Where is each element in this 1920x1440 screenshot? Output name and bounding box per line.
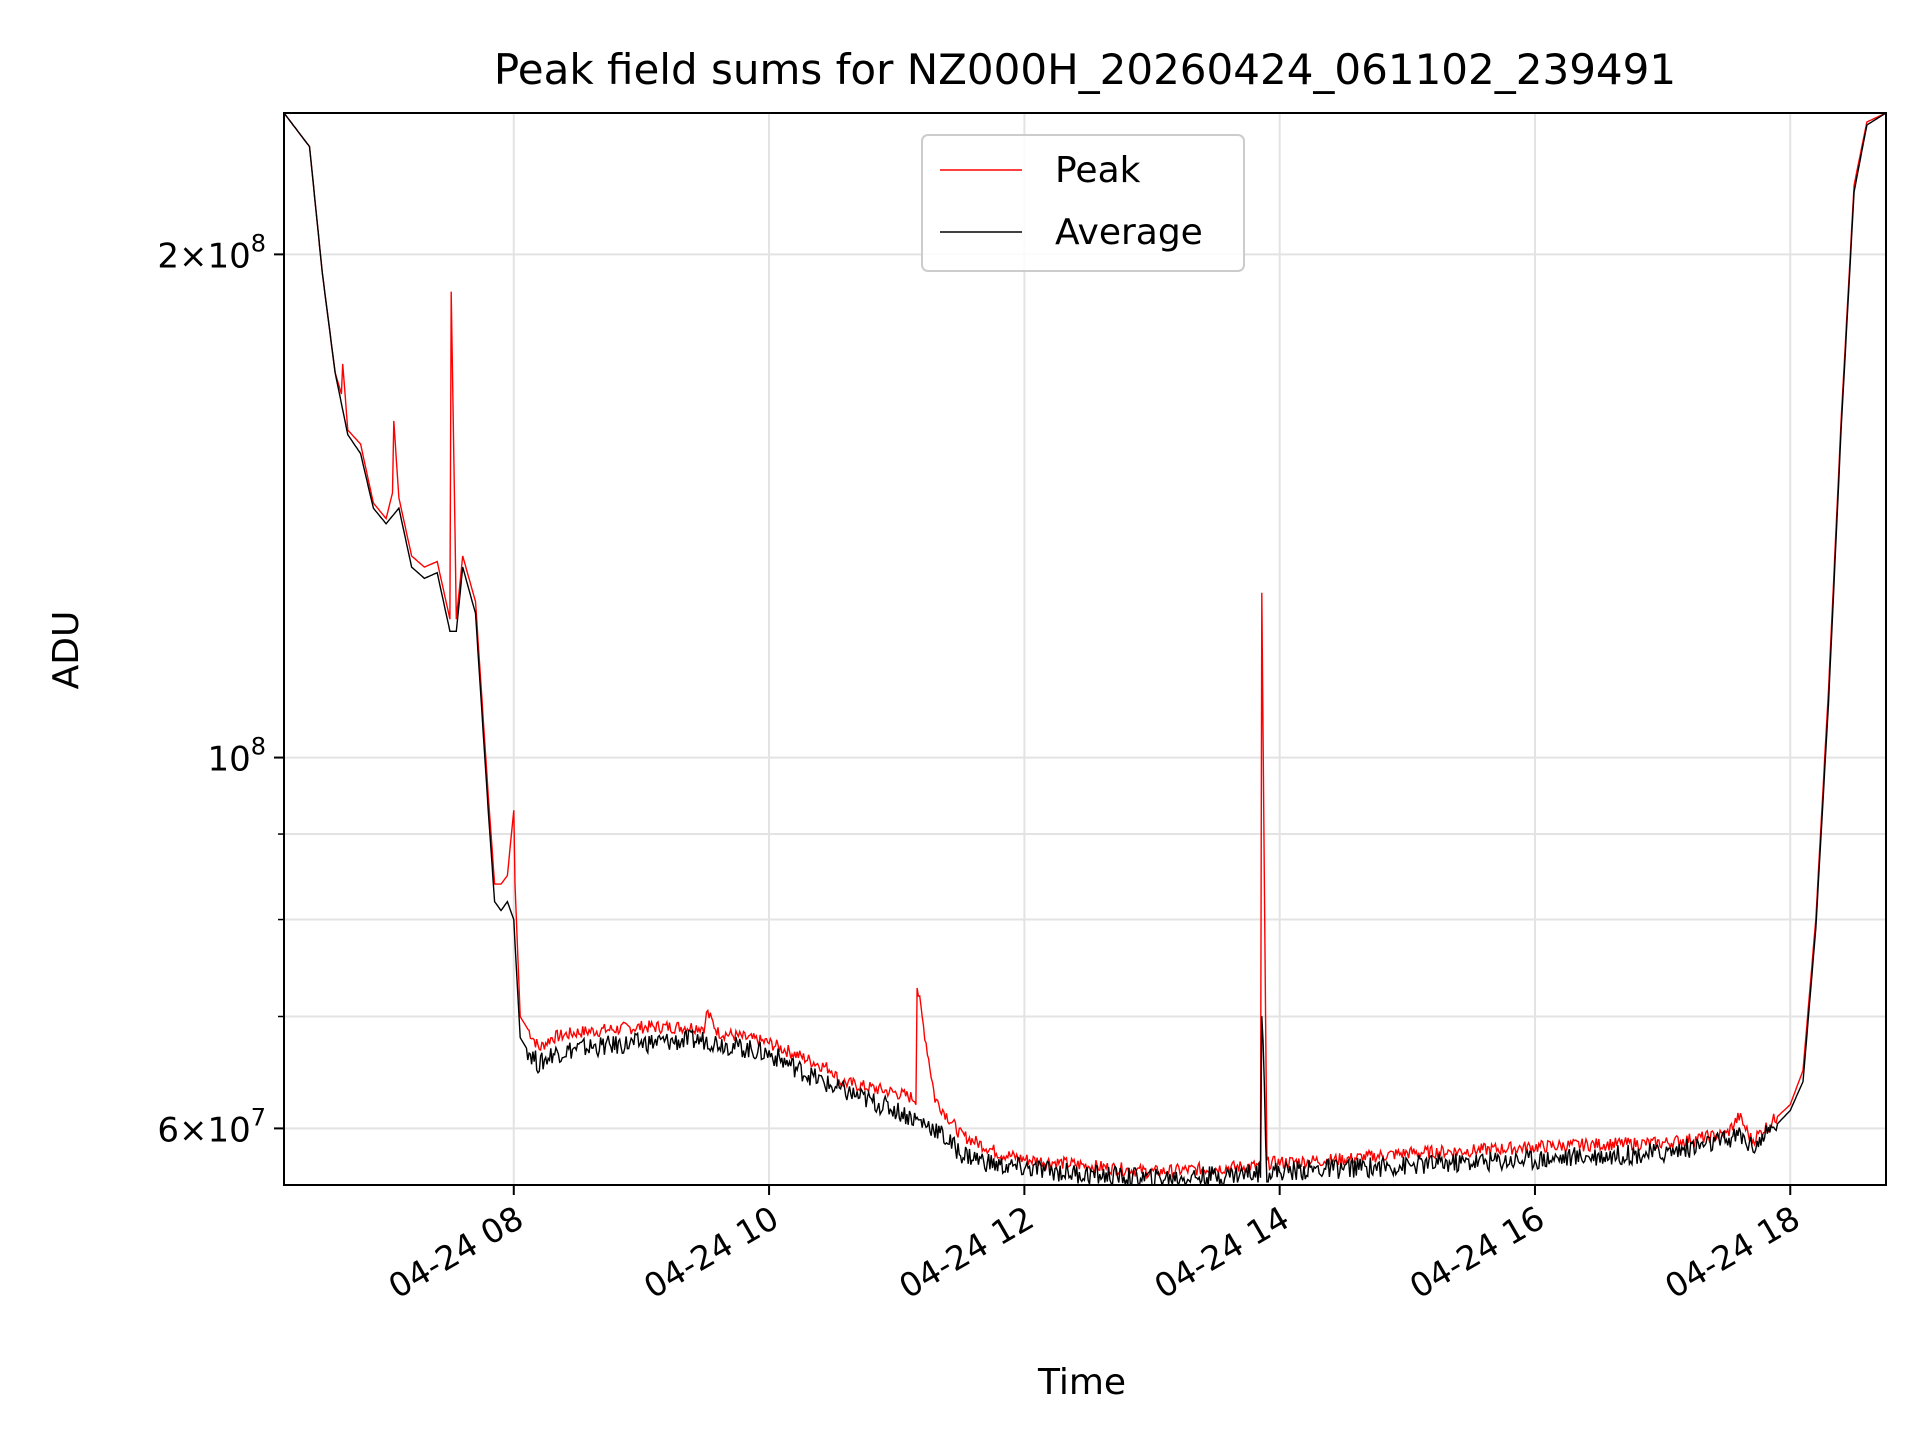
x-axis-label: Time: [1037, 1362, 1126, 1403]
legend-average-label: Average: [1055, 212, 1203, 253]
plot-area: [284, 113, 1886, 1185]
y-tick-label: 108: [207, 733, 266, 780]
y-axis: 6×107 108 2×108: [157, 229, 284, 1150]
y-axis-label: ADU: [46, 611, 87, 690]
plot-frame: [283, 112, 1887, 1186]
legend-peak-label: Peak: [1055, 150, 1141, 191]
chart-title: Peak field sums for NZ000H_20260424_0611…: [494, 45, 1676, 94]
average-series-line: [284, 113, 1886, 1185]
legend-box: [921, 134, 1245, 272]
y-tick-label: 6×107: [157, 1103, 266, 1150]
y-tick-label: 2×108: [157, 229, 266, 276]
legend: Peak Average: [921, 134, 1245, 272]
peak-series-line: [284, 113, 1886, 1180]
grid: [284, 113, 1886, 1185]
